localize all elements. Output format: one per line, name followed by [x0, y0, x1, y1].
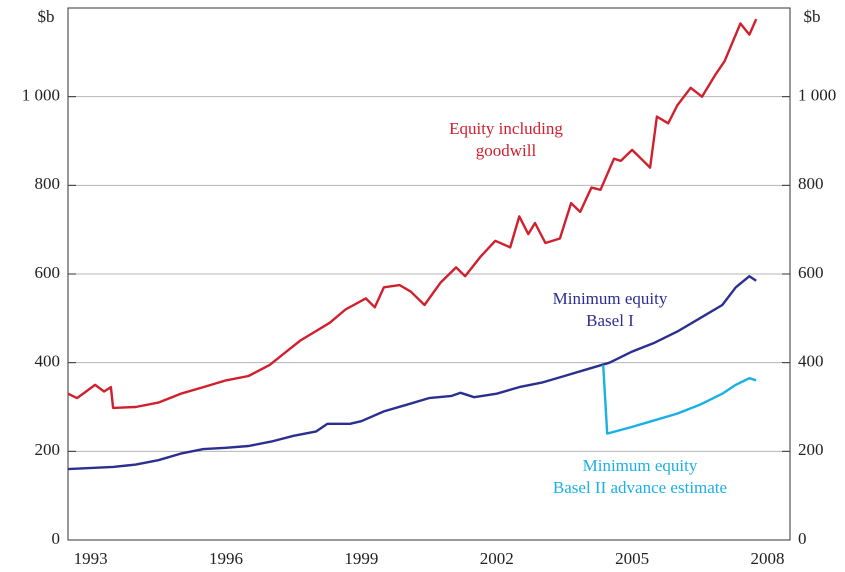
y-tick-label: 800	[35, 174, 61, 193]
y-tick-label: 600	[35, 263, 61, 282]
y2-tick-label: 1 000	[798, 86, 836, 105]
y-tick-label: 0	[52, 529, 61, 548]
y-tick-label: 1 000	[22, 86, 60, 105]
x-tick-label: 1993	[74, 549, 108, 568]
y2-axis-label: $b	[804, 7, 821, 26]
x-tick-label: 1996	[209, 549, 243, 568]
annotation: Basel II advance estimate	[553, 478, 727, 497]
x-tick-label: 2002	[480, 549, 514, 568]
x-tick-label: 1999	[344, 549, 378, 568]
x-tick-label: 2008	[750, 549, 784, 568]
y2-tick-label: 400	[798, 352, 824, 371]
series-line	[67, 18, 758, 410]
y2-tick-label: 200	[798, 440, 824, 459]
x-tick-label: 2005	[615, 549, 649, 568]
y-axis-label: $b	[38, 7, 55, 26]
annotation: Minimum equity	[583, 456, 698, 475]
y-tick-label: 200	[35, 440, 61, 459]
annotation: Equity including	[449, 119, 563, 138]
annotation: Minimum equity	[553, 289, 668, 308]
y-tick-label: 400	[35, 352, 61, 371]
annotation: Basel I	[586, 311, 634, 330]
series-line	[67, 275, 757, 471]
y2-tick-label: 600	[798, 263, 824, 282]
y2-tick-label: 0	[798, 529, 807, 548]
y2-tick-label: 800	[798, 174, 824, 193]
series-line	[602, 364, 757, 435]
annotation: goodwill	[476, 141, 537, 160]
